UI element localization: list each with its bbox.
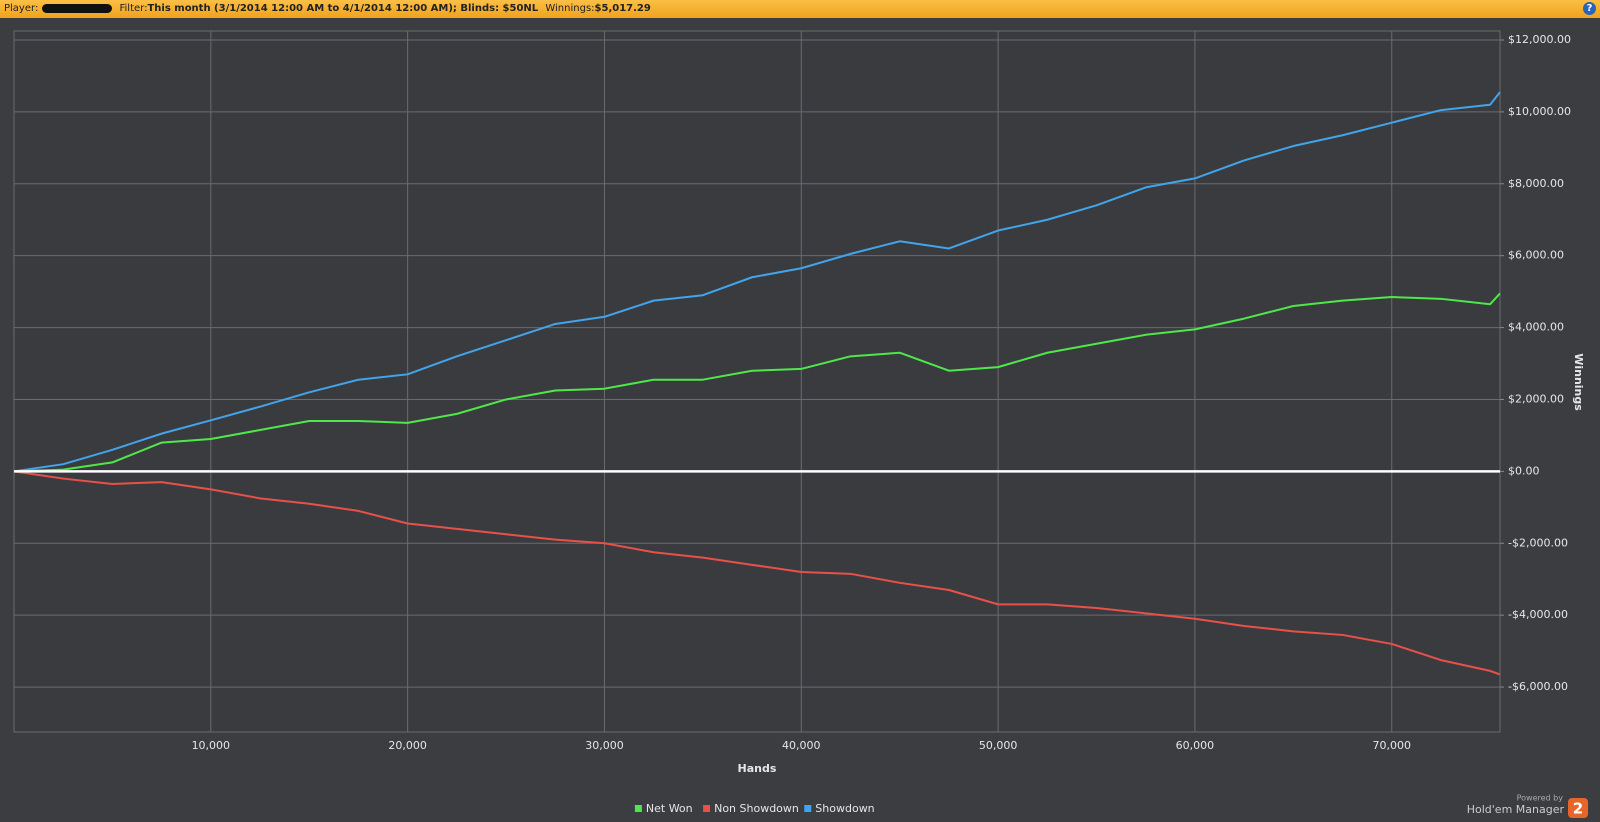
y-tick-label: $12,000.00 — [1508, 33, 1571, 46]
legend-label: Net Won — [646, 802, 693, 815]
x-tick-label: 30,000 — [585, 739, 624, 752]
series-line — [13, 292, 1501, 473]
x-tick-label: 40,000 — [782, 739, 821, 752]
series-line — [13, 91, 1501, 473]
logo-version: 2 — [1573, 800, 1583, 818]
winnings-label: Winnings: — [545, 3, 595, 14]
header-bar: Player: Filter:This month (3/1/2014 12:0… — [0, 0, 1600, 18]
powered-by: Powered by — [1517, 794, 1564, 803]
series-line — [13, 470, 1501, 676]
legend-swatch — [804, 805, 812, 812]
winnings: $5,017.29 — [594, 3, 651, 14]
filter-label: Filter: — [119, 3, 148, 14]
y-tick-label: -$4,000.00 — [1508, 608, 1568, 621]
y-tick-label: $8,000.00 — [1508, 177, 1564, 190]
y-tick-label: $4,000.00 — [1508, 321, 1564, 334]
legend-label: Showdown — [815, 802, 874, 815]
legend-label: Non Showdown — [714, 802, 799, 815]
y-tick-label: $0.00 — [1508, 464, 1540, 477]
legend-swatch — [703, 805, 711, 812]
filter: This month (3/1/2014 12:00 AM to 4/1/201… — [147, 3, 539, 14]
y-tick-label: $10,000.00 — [1508, 105, 1571, 118]
x-axis-label: Hands — [738, 762, 777, 775]
redacted-name — [42, 3, 113, 13]
y-tick-label: -$2,000.00 — [1508, 536, 1568, 549]
help-button[interactable]: ? — [1583, 2, 1596, 15]
x-tick-label: 70,000 — [1372, 739, 1411, 752]
x-tick-label: 20,000 — [388, 739, 427, 752]
logo — [1568, 798, 1588, 818]
plot-area — [13, 30, 1501, 733]
x-tick-label: 50,000 — [979, 739, 1018, 752]
y-axis-label: Winnings — [1572, 353, 1585, 411]
product-name: Hold'em Manager — [1467, 803, 1565, 816]
y-tick-label: -$6,000.00 — [1508, 680, 1568, 693]
x-tick-label: 10,000 — [192, 739, 231, 752]
legend-swatch — [634, 805, 642, 812]
y-tick-label: $2,000.00 — [1508, 392, 1564, 405]
x-tick-label: 60,000 — [1176, 739, 1215, 752]
y-tick-label: $6,000.00 — [1508, 249, 1564, 262]
player-label: Player: — [4, 3, 39, 14]
